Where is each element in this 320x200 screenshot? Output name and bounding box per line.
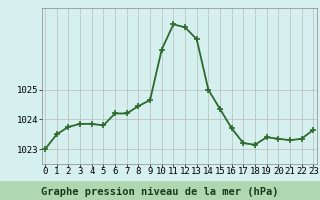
Text: Graphe pression niveau de la mer (hPa): Graphe pression niveau de la mer (hPa) — [41, 187, 279, 197]
